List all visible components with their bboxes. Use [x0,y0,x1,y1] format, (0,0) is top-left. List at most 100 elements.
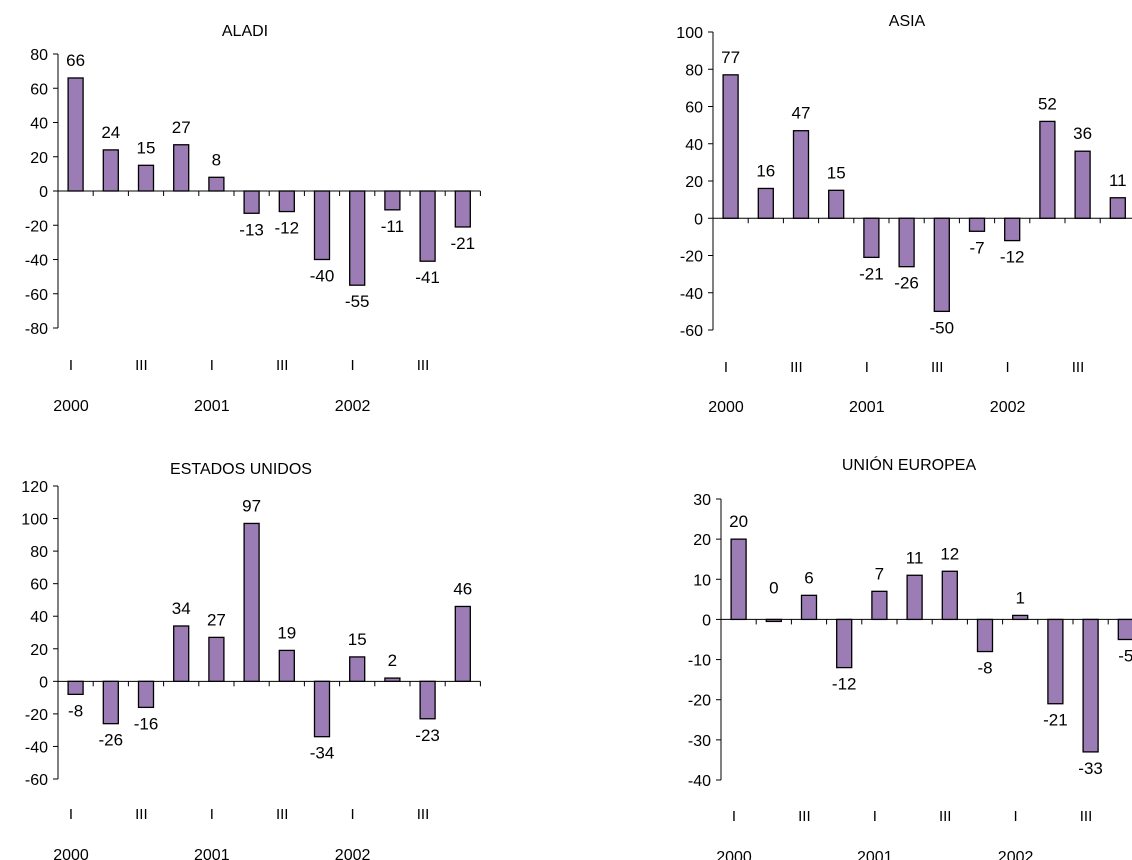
data-label: 24 [101,123,120,142]
y-tick-label: 80 [30,544,48,561]
y-tick-label: 0 [39,184,48,201]
quarter-label: I [69,357,73,374]
bar [384,190,401,211]
data-label: -26 [894,274,919,293]
data-label: -13 [239,220,264,239]
year-label: 2000 [53,847,89,860]
quarter-label: III [417,806,430,823]
y-tick-label: -40 [25,739,48,756]
chart-title: ESTADOS UNIDOS [170,461,312,478]
data-label: 15 [137,138,156,157]
data-label: -55 [345,292,370,311]
y-tick-label: 10 [693,572,711,589]
quarter-label: III [798,808,811,825]
year-label: 2000 [716,849,752,860]
y-tick-label: 40 [30,116,48,133]
quarter-label: III [135,357,148,374]
y-tick-label: 60 [685,100,703,117]
data-label: 47 [792,104,811,123]
y-tick-label: -20 [25,707,48,724]
bar [67,680,84,696]
data-label: 27 [172,118,191,137]
y-tick-label: -20 [688,693,711,710]
data-label: -33 [1078,759,1103,778]
bar [102,680,119,725]
chart-asia: ASIA 100 80 60 40 20 0 -20 -40 -60 77 16 47 15 -21 -26… [566,0,1132,430]
chart-asia-svg: ASIA 100 80 60 40 20 0 -20 -40 -60 77 16 47 15 -21 -26… [676,13,1132,416]
data-label: -5 [1118,647,1132,666]
data-label: 6 [804,568,813,587]
data-label: 19 [277,623,296,642]
data-label: -41 [415,268,440,287]
data-label: -12 [832,675,857,694]
data-label: 8 [212,150,221,169]
y-tick-label: -40 [25,253,48,270]
data-label: 27 [207,610,226,629]
y-tick-label: 0 [702,612,711,629]
chart-title: UNIÓN EUROPEA [842,455,977,474]
data-label: 16 [756,161,775,180]
y-tick-label: 20 [685,174,703,191]
year-label: 2002 [990,399,1026,416]
year-label: 2001 [194,398,230,415]
quarter-label: I [1014,808,1018,825]
bar [933,217,950,313]
y-tick-label: 100 [21,512,48,529]
y-tick-label: 0 [39,674,48,691]
bar [757,187,774,219]
data-label: 34 [172,599,191,618]
bar [898,217,915,268]
bar [1109,197,1126,219]
bar [1004,217,1021,242]
data-label: 15 [348,630,367,649]
y-tick-label: -20 [25,218,48,235]
bar [792,130,810,219]
quarter-label: III [931,359,944,376]
data-label: -12 [1000,248,1025,267]
bar [968,217,986,232]
bar [349,656,366,682]
quarter-label: I [865,359,869,376]
data-label: 15 [827,163,846,182]
y-tick-label: 60 [30,81,48,98]
year-label: 2001 [194,847,230,860]
bar [208,176,225,192]
y-tick-label: -60 [680,323,703,340]
quarter-label: I [351,806,355,823]
y-tick-label: -60 [25,287,48,304]
bar [836,618,853,669]
bar [1012,614,1029,621]
data-label: 12 [940,544,959,563]
bar [765,618,782,623]
bar [1117,618,1132,641]
bar [730,538,747,621]
bar [137,680,155,709]
bar [454,190,471,228]
data-label: -7 [969,238,984,257]
bar [722,74,739,219]
y-tick-label: -30 [688,733,711,750]
quarter-label: I [210,806,214,823]
bar [863,217,880,259]
bar [208,636,225,682]
data-label: 11 [1109,171,1127,190]
data-label: 97 [242,496,261,515]
data-label: -8 [977,659,992,678]
bar [67,77,84,192]
data-label: -34 [310,744,335,763]
bar [173,144,190,192]
y-tick-label: 20 [693,532,711,549]
data-label: -21 [1043,711,1068,730]
data-label: -8 [68,701,83,720]
bar [454,605,471,682]
y-tick-label: -10 [688,653,711,670]
bar [871,590,888,621]
year-label: 2002 [335,847,371,860]
bar [349,190,366,286]
bar [1039,120,1056,219]
data-label: 77 [721,48,740,67]
bar [313,190,331,261]
data-label: 52 [1038,94,1057,113]
chart-estados-unidos: ESTADOS UNIDOS 120 100 80 60 40 20 0 -20 -40 -60 -… [0,430,566,860]
quarter-label: III [939,808,952,825]
